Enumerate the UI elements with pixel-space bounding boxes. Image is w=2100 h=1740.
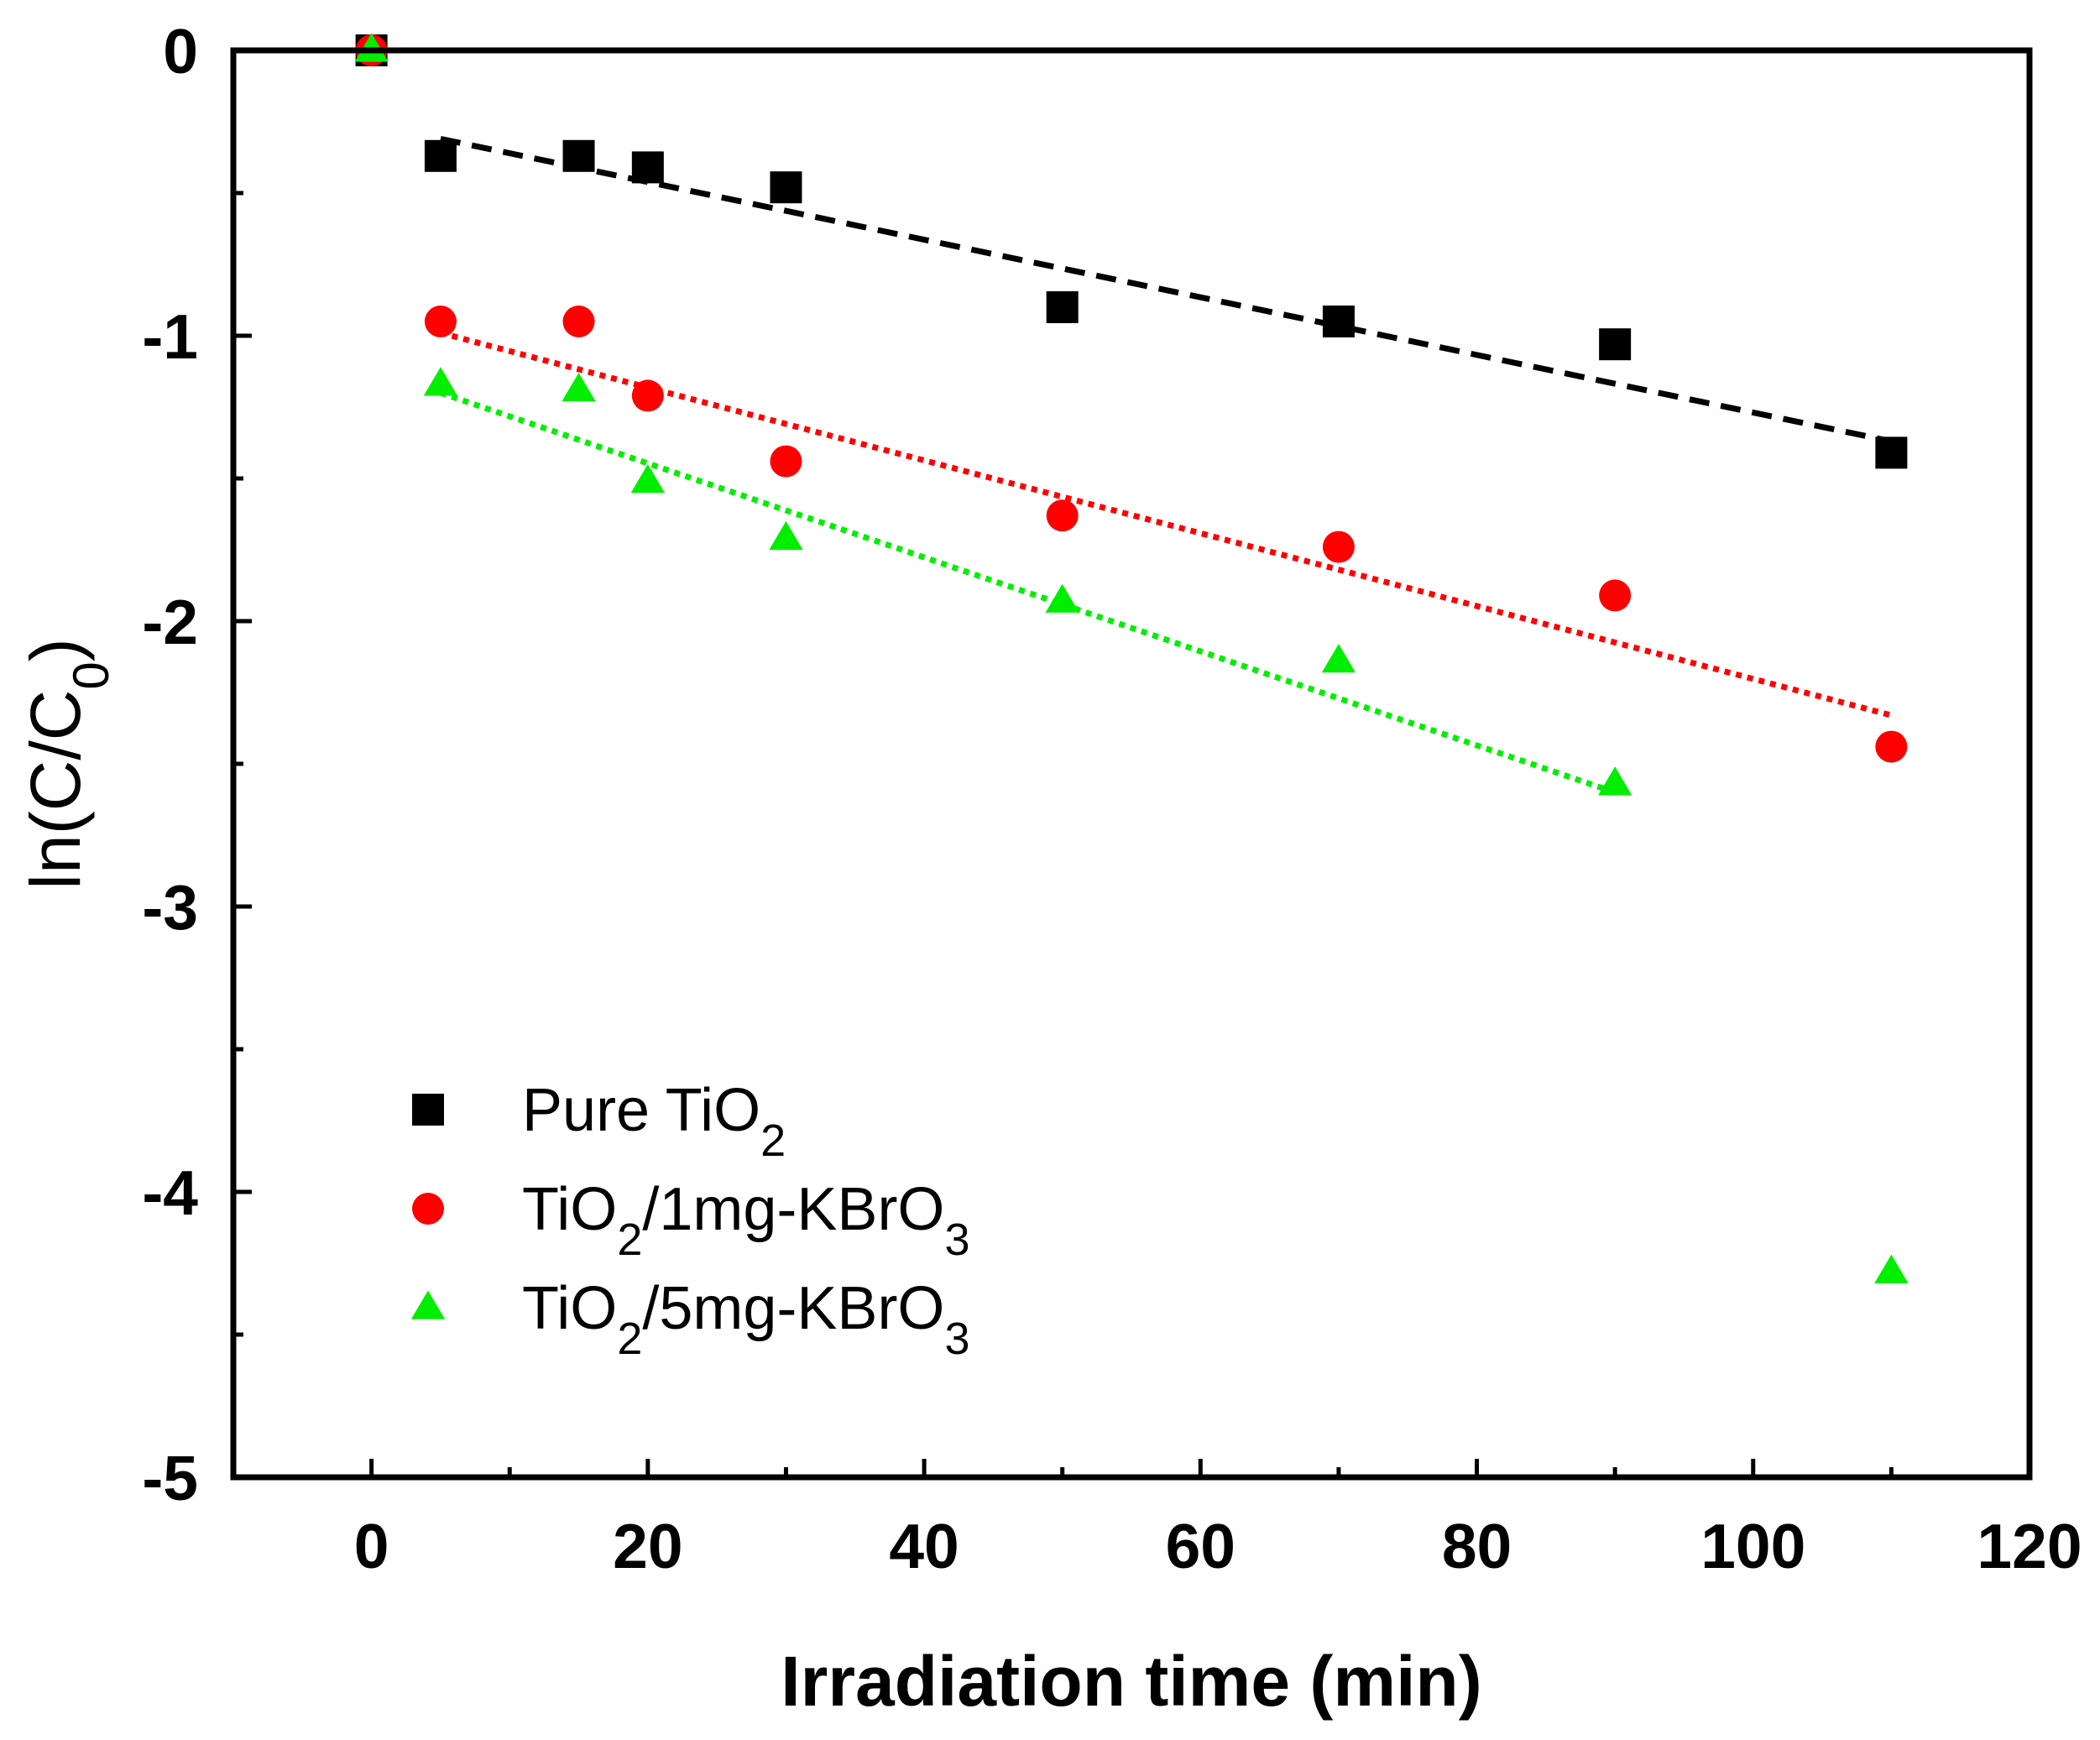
data-point <box>1874 1254 1909 1283</box>
y-tick-label: -3 <box>142 872 198 943</box>
data-point <box>423 367 458 396</box>
data-point <box>631 151 664 184</box>
data-point <box>1599 328 1632 361</box>
x-tick-label: 100 <box>1700 1511 1805 1581</box>
y-tick-label: -2 <box>142 587 198 657</box>
x-tick-label: 80 <box>1442 1511 1512 1581</box>
x-tick-label: 40 <box>889 1511 959 1581</box>
x-tick-label: 60 <box>1166 1511 1235 1581</box>
data-point <box>770 445 802 478</box>
data-point <box>562 306 595 337</box>
data-point <box>562 139 595 172</box>
data-point <box>1875 730 1908 763</box>
data-point <box>770 171 802 204</box>
fit-line-3 <box>439 389 1617 796</box>
data-point <box>424 139 457 172</box>
y-tick-label: 0 <box>163 16 198 86</box>
data-point <box>1875 436 1908 469</box>
data-point <box>631 379 664 412</box>
y-tick-labels: 0 -1 -2 -3 -4 -5 <box>142 16 198 1513</box>
data-point <box>1322 306 1355 337</box>
fit-line-2 <box>440 330 1893 718</box>
data-point <box>1322 530 1355 563</box>
data-point <box>1321 644 1356 673</box>
x-tick-label: 120 <box>1977 1511 2082 1581</box>
legend-marker <box>412 1193 444 1225</box>
axis-ticks <box>231 48 2032 1480</box>
legend-label: Pure TiO2 <box>522 1077 786 1166</box>
y-axis-title-subscript: 0 <box>63 661 119 689</box>
legend-marker <box>410 1290 446 1319</box>
data-point <box>769 520 803 551</box>
data-point <box>1045 583 1079 613</box>
data-point <box>1599 579 1632 612</box>
data-point <box>630 463 665 494</box>
fit-lines <box>439 135 1893 796</box>
y-tick-label: -5 <box>142 1443 198 1513</box>
legend-marker <box>412 1094 444 1126</box>
data-points <box>354 33 1909 1283</box>
data-point <box>424 306 457 337</box>
x-tick-label: 0 <box>354 1511 389 1581</box>
x-tick-labels: 0 20 40 60 80 100 120 <box>354 1511 2082 1581</box>
y-tick-label: -4 <box>142 1157 198 1228</box>
legend-label: TiO2/1mg-KBrO3 <box>522 1176 969 1265</box>
data-point <box>562 373 596 402</box>
y-tick-label: -1 <box>142 301 198 372</box>
plot-frame <box>230 47 2033 1481</box>
x-tick-label: 20 <box>613 1511 682 1581</box>
data-point <box>1046 291 1079 323</box>
fit-line-1 <box>440 135 1893 445</box>
x-axis-title: Irradiation time (min) <box>781 1642 1481 1721</box>
legend: Pure TiO2 TiO2/1mg-KBrO3 TiO2/5mg-KBrO3 <box>410 1077 969 1364</box>
y-axis-title: ln(C/C0) <box>16 638 119 889</box>
data-point <box>1598 766 1632 796</box>
data-point <box>1046 499 1079 532</box>
legend-label: TiO2/5mg-KBrO3 <box>522 1275 969 1364</box>
